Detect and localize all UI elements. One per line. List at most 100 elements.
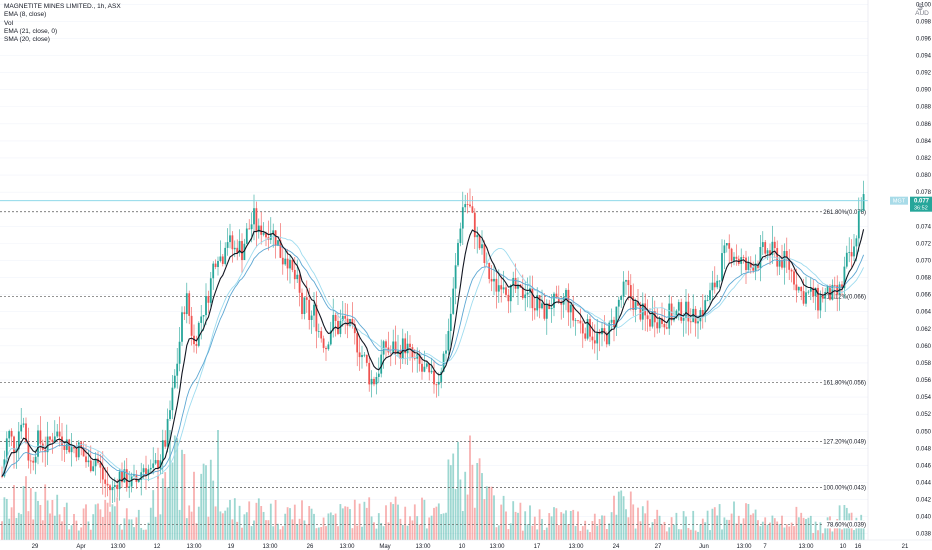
candle: [524, 281, 527, 311]
candle: [217, 256, 219, 276]
candle-body: [517, 284, 519, 289]
candle: [106, 466, 109, 497]
candle: [80, 440, 83, 456]
candle: [329, 321, 332, 346]
price-tick-label: 0.098: [916, 19, 932, 25]
time-tick-label: 13:00: [736, 544, 752, 550]
candle: [214, 259, 217, 270]
currency-label[interactable]: AUD: [915, 10, 929, 17]
time-tick-label: 13:00: [798, 544, 814, 550]
volume-bar: [620, 490, 623, 540]
volume-bar: [490, 486, 493, 540]
price-badge-bg: [910, 196, 932, 212]
volume-bar: [15, 517, 18, 540]
price-tick-label: 0.072: [916, 241, 932, 247]
candle: [89, 445, 92, 473]
volume-bar: [658, 515, 661, 540]
volume-bar: [735, 523, 738, 540]
time-tick-label: 24: [613, 544, 620, 550]
volume-bar: [629, 491, 632, 540]
legend-ema21[interactable]: EMA (21, close, 0): [4, 27, 58, 35]
volume-bar: [363, 501, 366, 540]
candle: [154, 453, 157, 465]
volume-bar: [17, 512, 20, 540]
candle-body: [20, 424, 23, 432]
candle-body: [25, 423, 27, 443]
volume-bar: [181, 449, 183, 540]
candle: [797, 286, 800, 293]
volume-bar: [200, 473, 203, 540]
candle-body: [344, 315, 347, 319]
candle: [157, 447, 159, 479]
candle-body: [574, 320, 577, 322]
volume-bar: [75, 520, 78, 540]
volume-bar: [327, 513, 330, 540]
candle-body: [526, 292, 529, 295]
candle-body: [531, 288, 534, 309]
candle: [20, 408, 23, 440]
candle-body: [433, 370, 435, 385]
candle-body: [63, 445, 66, 450]
volume-bar: [538, 509, 541, 540]
volume-bar: [41, 520, 44, 540]
candle: [380, 339, 383, 378]
volume-bar: [781, 515, 783, 540]
volume-bar: [389, 502, 392, 540]
volume-bar: [632, 504, 635, 540]
candle: [346, 303, 349, 339]
volume-bar: [699, 524, 702, 540]
candle-body: [629, 285, 632, 298]
candle: [536, 287, 539, 317]
candle-body: [749, 262, 752, 268]
time-tick-label: Apr: [76, 544, 85, 550]
volume-bar: [243, 514, 246, 540]
candle-body: [10, 430, 13, 437]
candle: [567, 283, 570, 326]
candle-body: [584, 333, 587, 339]
candle: [620, 294, 623, 308]
volume-bar: [164, 472, 167, 540]
volume-bar: [471, 464, 474, 540]
candle: [783, 243, 786, 285]
candle-body: [471, 206, 474, 213]
candle-body: [572, 305, 575, 321]
volume-bar: [759, 526, 762, 540]
volume-bar: [461, 511, 464, 540]
candle: [317, 323, 320, 338]
candle-body: [545, 303, 548, 319]
candle: [332, 298, 335, 338]
candle: [596, 318, 599, 360]
candle-body: [730, 248, 733, 261]
volume-bar: [233, 498, 236, 540]
candle-body: [625, 280, 627, 282]
legend-ema8[interactable]: EMA (8, close): [4, 11, 47, 19]
candle-body: [589, 319, 591, 337]
candle: [125, 458, 128, 492]
volume-bar: [385, 505, 387, 540]
volume-bar: [560, 512, 563, 540]
candle-body: [329, 330, 332, 345]
candle: [409, 335, 411, 361]
volume-bar: [752, 513, 755, 540]
candle-body: [358, 352, 361, 358]
volume-bar: [231, 519, 234, 540]
candle: [713, 266, 716, 294]
legend-vol[interactable]: Vol: [4, 19, 14, 27]
candle: [233, 240, 236, 258]
candle: [473, 208, 476, 249]
candle-body: [747, 262, 750, 271]
legend-sma20[interactable]: SMA (20, close): [4, 36, 50, 44]
candle-body: [241, 241, 243, 261]
candle-body: [104, 479, 107, 484]
candle-body: [284, 258, 287, 265]
volume-bar: [531, 525, 534, 540]
volume-bar: [800, 512, 803, 540]
candle-body: [418, 354, 421, 364]
candle-body: [481, 244, 483, 249]
candle-body: [205, 296, 207, 316]
candle-body: [274, 230, 277, 246]
candle-body: [435, 384, 438, 386]
candle-body: [725, 243, 728, 246]
candle-body: [341, 315, 344, 321]
